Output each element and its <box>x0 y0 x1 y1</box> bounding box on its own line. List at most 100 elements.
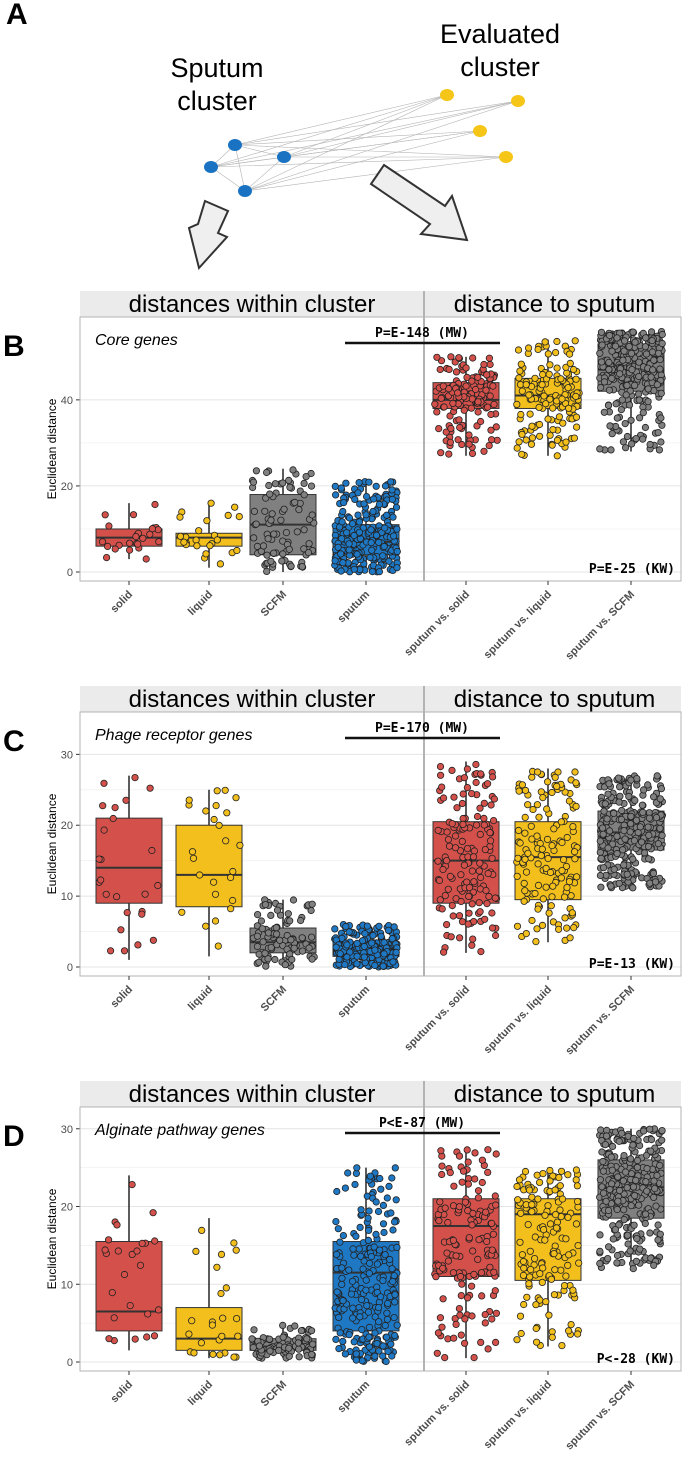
data-point <box>543 805 551 813</box>
data-point <box>458 440 466 449</box>
data-point <box>261 901 269 909</box>
data-point <box>216 1351 224 1359</box>
data-point <box>227 873 235 882</box>
data-point <box>604 1243 613 1251</box>
y-tick-label: 10 <box>61 891 73 903</box>
data-point <box>520 1300 528 1309</box>
data-point <box>596 445 604 453</box>
x-tick-label: sputum <box>336 1378 373 1415</box>
data-point <box>305 944 313 952</box>
data-point <box>447 353 455 361</box>
data-point <box>613 832 621 840</box>
data-point <box>390 1218 399 1226</box>
data-point <box>610 865 618 873</box>
data-point <box>550 825 558 833</box>
data-point <box>565 878 574 886</box>
data-point <box>635 396 643 404</box>
data-point <box>360 500 368 508</box>
data-point <box>362 493 371 501</box>
data-point <box>450 1182 458 1190</box>
box-solid <box>95 500 163 563</box>
data-point <box>235 513 243 521</box>
data-point <box>452 368 461 376</box>
data-point <box>551 1211 560 1219</box>
data-point <box>485 442 493 450</box>
data-point <box>605 358 613 367</box>
data-point <box>564 384 572 392</box>
data-point <box>486 360 494 369</box>
data-point <box>488 1246 496 1254</box>
data-point <box>289 466 297 474</box>
data-point <box>548 788 556 797</box>
data-point <box>458 799 466 808</box>
data-point <box>385 557 393 565</box>
data-point <box>646 440 654 449</box>
data-point <box>218 1332 226 1340</box>
data-point <box>105 1335 113 1343</box>
strip-to-sputum-label: distance to sputum <box>454 291 655 318</box>
data-point <box>570 434 579 442</box>
data-point <box>488 1315 496 1323</box>
data-point <box>229 896 237 905</box>
data-point <box>131 1335 139 1343</box>
data-point <box>341 1184 349 1192</box>
data-point <box>474 1187 483 1195</box>
network-edges <box>210 94 519 192</box>
strip-to-sputum <box>425 686 681 712</box>
data-point <box>436 365 444 374</box>
data-point <box>444 836 452 844</box>
data-point <box>596 1176 605 1184</box>
y-tick-label: 0 <box>67 567 73 579</box>
data-point <box>513 1182 521 1191</box>
data-point <box>542 400 550 408</box>
data-point <box>528 1201 536 1209</box>
data-point <box>351 495 359 503</box>
data-point <box>478 1156 486 1164</box>
data-point <box>524 801 532 809</box>
data-point <box>629 328 637 336</box>
data-point <box>629 1183 638 1191</box>
data-point <box>647 373 655 381</box>
data-point <box>483 1237 491 1246</box>
data-point <box>621 835 629 843</box>
data-point <box>572 413 581 421</box>
data-point <box>388 495 396 503</box>
data-point <box>463 1146 471 1154</box>
data-point <box>444 1218 452 1227</box>
data-point <box>644 842 653 851</box>
data-point <box>372 482 380 490</box>
data-point <box>656 824 664 832</box>
data-point <box>255 958 263 966</box>
data-point <box>375 538 383 546</box>
data-point <box>355 479 363 487</box>
data-point <box>464 1180 472 1188</box>
data-point <box>262 468 271 477</box>
data-point <box>613 334 621 342</box>
data-point <box>544 350 552 358</box>
data-point <box>615 1186 624 1195</box>
data-point <box>632 816 641 824</box>
data-point <box>136 1261 145 1269</box>
data-point <box>332 1335 340 1343</box>
data-point <box>388 486 396 494</box>
data-point <box>376 1293 385 1301</box>
data-point <box>521 786 530 795</box>
data-point <box>358 1357 366 1365</box>
data-point <box>545 1311 553 1319</box>
data-point <box>517 1209 525 1217</box>
data-point <box>486 837 495 845</box>
data-point <box>270 530 278 538</box>
data-point <box>381 1321 389 1330</box>
data-point <box>525 1280 533 1288</box>
data-point <box>627 812 635 820</box>
data-point <box>347 1290 356 1298</box>
data-point <box>358 1326 366 1334</box>
data-point <box>604 401 613 410</box>
box-scfm <box>249 896 318 970</box>
data-point <box>275 1346 283 1354</box>
panel-letter: B <box>3 330 25 363</box>
data-point <box>528 1208 536 1216</box>
data-point <box>188 1317 196 1325</box>
data-point <box>341 1350 349 1358</box>
data-point <box>533 925 541 933</box>
